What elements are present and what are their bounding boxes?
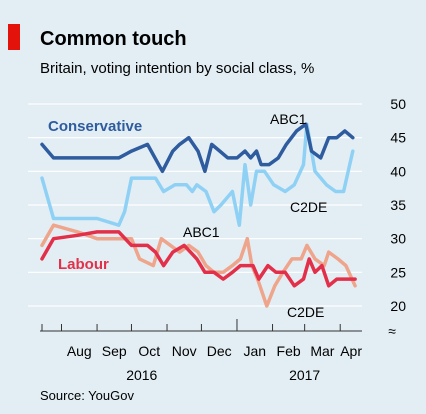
source-note: Source: YouGov: [40, 388, 134, 403]
series-labels: Conservative Labour ABC1 C2DE ABC1 C2DE: [48, 111, 327, 320]
axis-break-symbol: ≈: [388, 323, 396, 339]
y-tick-label: 40: [390, 163, 406, 179]
x-month-label: Dec: [207, 343, 232, 359]
conservative-label: Conservative: [48, 118, 142, 135]
x-month-label: Sep: [102, 343, 127, 359]
series-lines: [40, 122, 357, 308]
x-month-label: Feb: [277, 343, 301, 359]
x-month-label: Nov: [172, 343, 197, 359]
labour-abc1-line: [40, 230, 357, 288]
x-month-label: Oct: [138, 343, 160, 359]
y-tick-label: 50: [390, 96, 406, 112]
y-axis-ticks: 20 25 30 35 40 45 50: [390, 96, 406, 314]
y-tick-label: 45: [390, 130, 406, 146]
labour-c2de-label: C2DE: [287, 304, 324, 320]
x-year-label: 2017: [289, 367, 320, 383]
x-axis: Aug Sep Oct Nov Dec Jan Feb Mar Apr 2016 2017 ≈: [40, 319, 396, 383]
red-accent-bar: [8, 24, 20, 50]
x-month-label: Mar: [310, 343, 334, 359]
x-month-label: Aug: [67, 343, 92, 359]
x-year-label: 2016: [126, 367, 157, 383]
chart-subtitle: Britain, voting intention by social clas…: [40, 60, 315, 77]
conservative-abc1-line: [40, 122, 355, 174]
x-month-label: Jan: [243, 343, 266, 359]
y-tick-label: 20: [390, 298, 406, 314]
y-tick-label: 25: [390, 264, 406, 280]
conservative-c2de-label: C2DE: [290, 199, 327, 215]
conservative-c2de-line: [40, 122, 355, 227]
conservative-abc1-label: ABC1: [270, 111, 307, 127]
x-month-label: Apr: [340, 343, 362, 359]
labour-label: Labour: [58, 256, 109, 273]
chart-title: Common touch: [40, 28, 187, 50]
gridlines: [28, 103, 362, 307]
labour-abc1-label: ABC1: [183, 224, 220, 240]
y-tick-label: 35: [390, 197, 406, 213]
y-tick-label: 30: [390, 231, 406, 247]
